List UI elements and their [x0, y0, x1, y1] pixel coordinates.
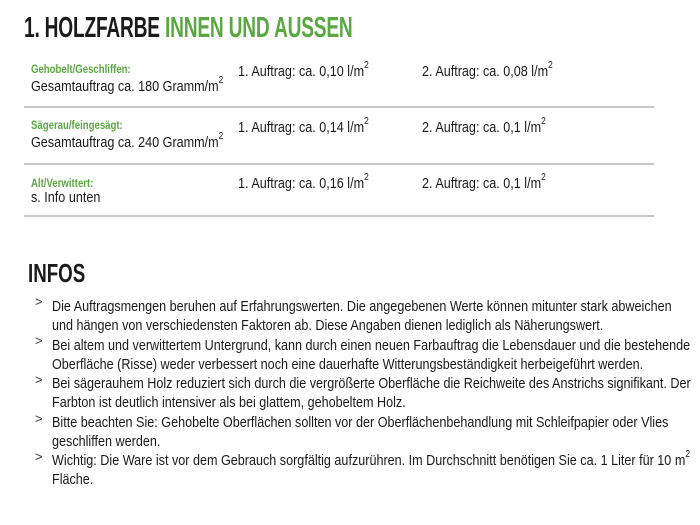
row-label: Sägerau/feingesägt:	[31, 118, 123, 132]
info-line: Bei sägerauhem Holz reduziert sich durch…	[52, 375, 691, 392]
info-line: Fläche.	[52, 471, 94, 488]
page-title: 1. HOLZFARBE INNEN UND AUSSEN	[24, 12, 353, 45]
row-coat1: 1. Auftrag: ca. 0,14 l/m2	[238, 116, 369, 136]
chevron-right-icon: >	[35, 294, 43, 309]
row-coat2: 2. Auftrag: ca. 0,1 l/m2	[422, 116, 546, 136]
chevron-right-icon: >	[35, 411, 43, 426]
info-line: und hängen von verschiedensten Faktoren …	[52, 317, 604, 334]
infos-heading: INFOS	[28, 258, 86, 288]
divider	[24, 106, 654, 108]
sup: 2	[541, 116, 546, 127]
row-total-text: Gesamtauftrag ca. 180 Gramm/m	[31, 78, 219, 95]
info-line: geschliffen werden.	[52, 433, 161, 450]
row-coat2: 2. Auftrag: ca. 0,08 l/m2	[422, 60, 553, 80]
info-line: Bei altem und verwittertem Untergrund, k…	[52, 337, 691, 354]
sup: 2	[364, 116, 369, 127]
row-total: Gesamtauftrag ca. 240 Gramm/m2	[31, 131, 224, 151]
row-label: Gehobelt/Geschliffen:	[31, 62, 131, 76]
sup: 2	[218, 75, 224, 86]
title-black: 1. HOLZFARBE	[24, 12, 160, 44]
row-coat2: 2. Auftrag: ca. 0,1 l/m2	[422, 172, 546, 192]
sup: 2	[685, 449, 690, 460]
sup: 2	[218, 131, 224, 142]
sup: 2	[548, 60, 553, 71]
sup: 2	[541, 172, 546, 183]
coat2-text: 2. Auftrag: ca. 0,1 l/m	[422, 175, 542, 192]
row-label: Alt/Verwittert:	[31, 176, 94, 190]
row-coat1: 1. Auftrag: ca. 0,10 l/m2	[238, 60, 369, 80]
chevron-right-icon: >	[35, 372, 43, 387]
sup: 2	[364, 60, 369, 71]
info-line: Wichtig: Die Ware ist vor dem Gebrauch s…	[52, 449, 690, 469]
coat2-text: 2. Auftrag: ca. 0,1 l/m	[422, 119, 542, 136]
coat2-text: 2. Auftrag: ca. 0,08 l/m	[422, 63, 549, 80]
divider	[24, 163, 654, 165]
info-line: Farbton ist deutlich intensiver als bei …	[52, 394, 406, 411]
coat1-text: 1. Auftrag: ca. 0,10 l/m	[238, 63, 365, 80]
title-green: INNEN UND AUSSEN	[164, 12, 353, 44]
row-total-text: Gesamtauftrag ca. 240 Gramm/m	[31, 134, 219, 151]
chevron-right-icon: >	[35, 449, 43, 464]
row-total: s. Info unten	[31, 189, 101, 206]
coat1-text: 1. Auftrag: ca. 0,14 l/m	[238, 119, 365, 136]
sup: 2	[364, 172, 369, 183]
row-coat1: 1. Auftrag: ca. 0,16 l/m2	[238, 172, 369, 192]
info-line: Oberfläche (Risse) weder verbessert noch…	[52, 356, 644, 373]
coat1-text: 1. Auftrag: ca. 0,16 l/m	[238, 175, 365, 192]
row-total: Gesamtauftrag ca. 180 Gramm/m2	[31, 75, 224, 95]
divider	[24, 215, 654, 217]
info-line: Die Auftragsmengen beruhen auf Erfahrung…	[52, 298, 672, 315]
info-line: Bitte beachten Sie: Gehobelte Oberfläche…	[52, 414, 669, 431]
chevron-right-icon: >	[35, 333, 43, 348]
info-line-text: Wichtig: Die Ware ist vor dem Gebrauch s…	[52, 452, 686, 469]
